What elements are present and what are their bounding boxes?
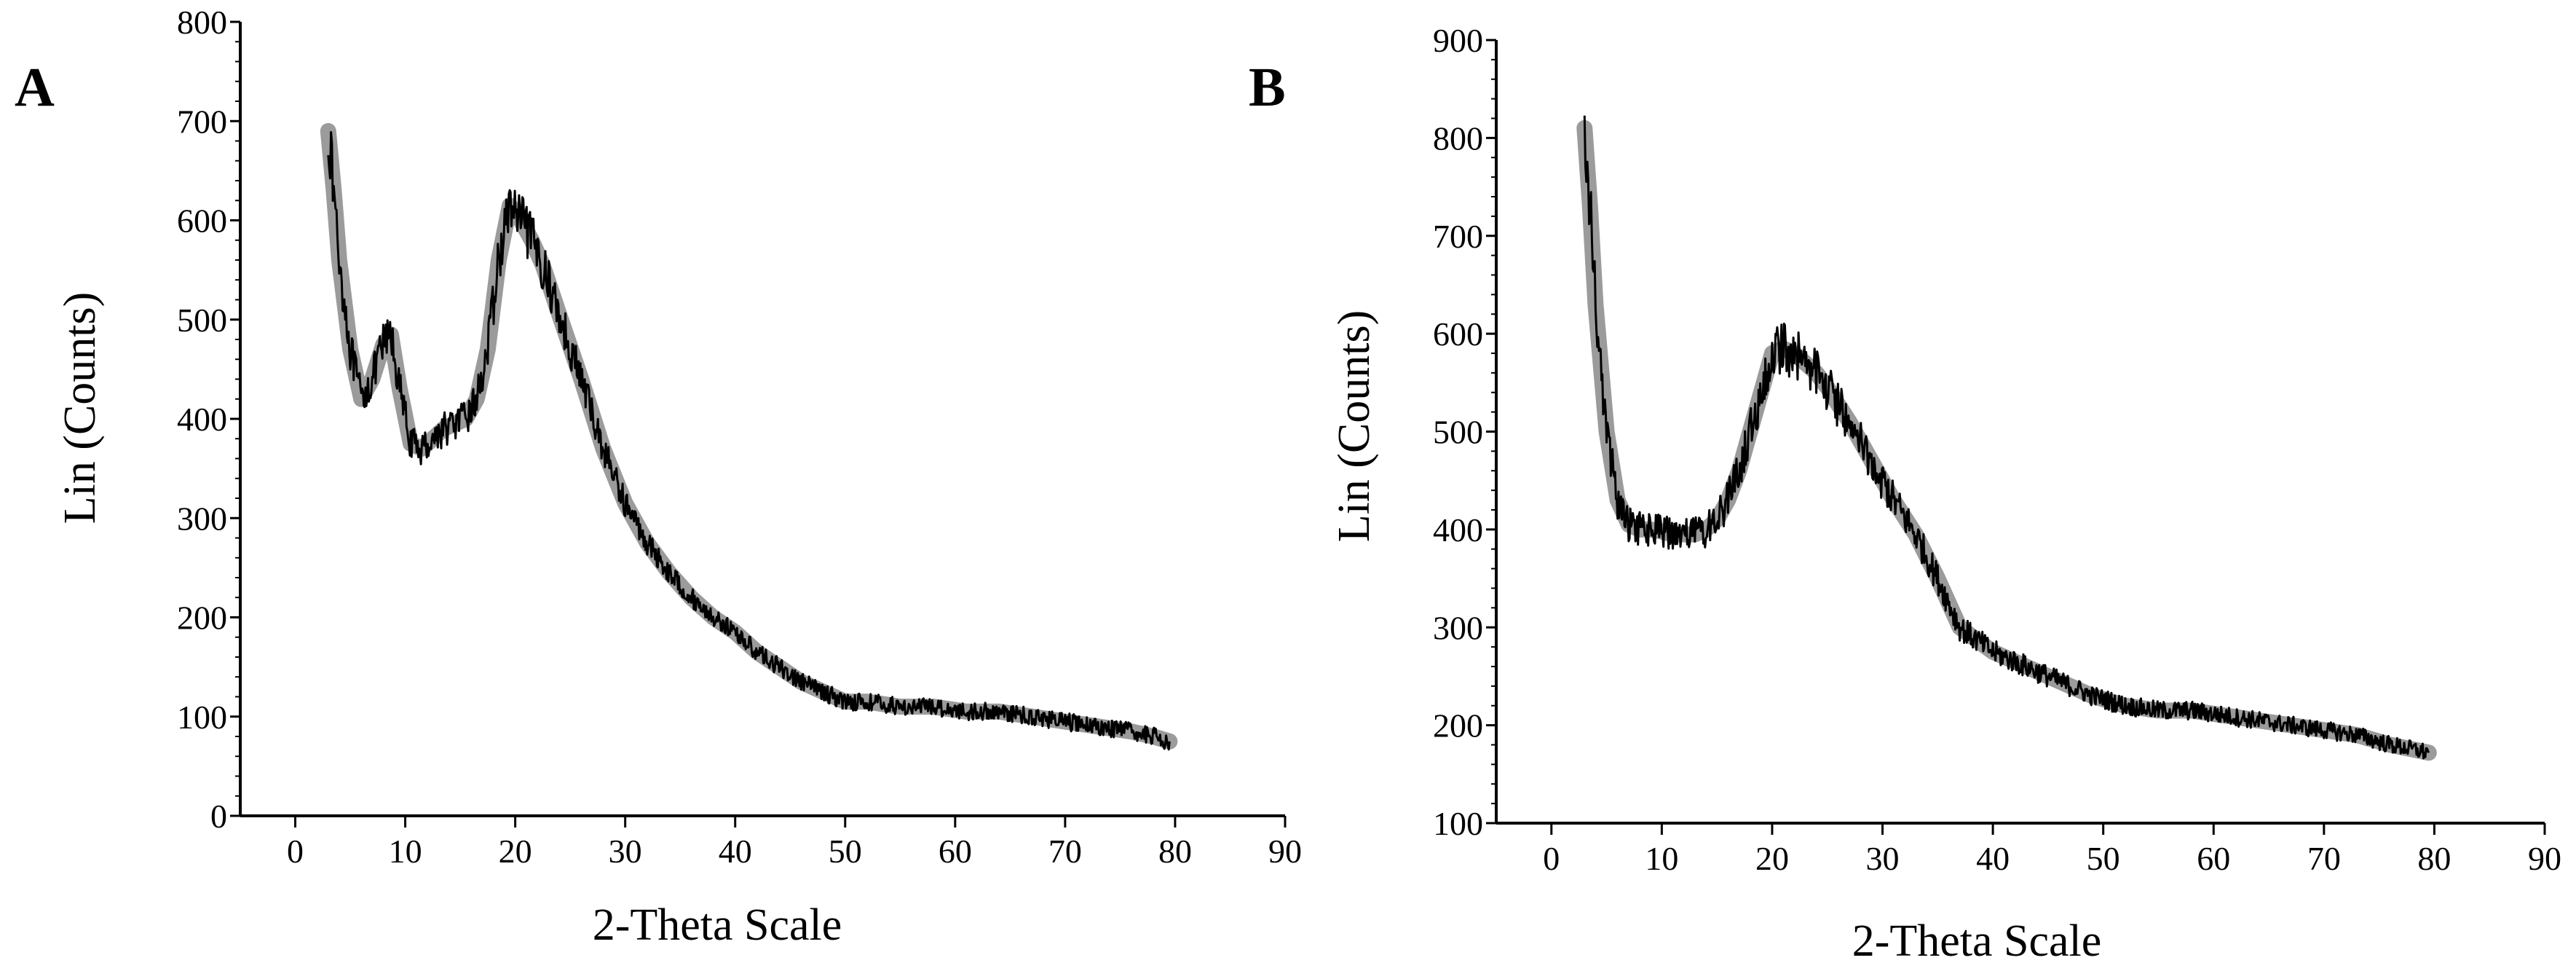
panel-label-a: A xyxy=(15,57,55,118)
chart-panel-a: A 0 100 200 300 400 500 600 700 800 0 10 20 30 40 50 6… xyxy=(15,4,1302,950)
y-axis-ticks-a: 0 100 200 300 400 500 600 700 800 xyxy=(177,4,240,835)
y-tick-label-a: 500 xyxy=(177,302,227,339)
x-tick-label-b: 50 xyxy=(2087,840,2120,877)
x-tick-label-a: 60 xyxy=(939,833,972,870)
x-tick-label-a: 90 xyxy=(1268,833,1302,870)
x-tick-label-b: 40 xyxy=(1976,840,2010,877)
x-tick-label-b: 60 xyxy=(2197,840,2230,877)
x-tick-label-b: 0 xyxy=(1543,840,1560,877)
x-tick-label-b: 10 xyxy=(1645,840,1678,877)
y-tick-label-a: 0 xyxy=(210,798,227,835)
y-tick-label-b: 100 xyxy=(1433,805,1483,842)
trace-b-line xyxy=(1583,115,2430,760)
x-axis-title-b: 2-Theta Scale xyxy=(1852,916,2102,966)
x-tick-label-a: 30 xyxy=(609,833,642,870)
x-tick-label-b: 90 xyxy=(2528,840,2561,877)
y-tick-label-a: 800 xyxy=(177,4,227,41)
panel-label-b: B xyxy=(1249,57,1286,118)
trace-b-group xyxy=(1576,115,2437,761)
y-axis-title-b: Lin (Counts) xyxy=(1330,310,1379,543)
x-tick-label-a: 40 xyxy=(719,833,752,870)
x-tick-label-a: 80 xyxy=(1158,833,1192,870)
y-tick-label-b: 900 xyxy=(1433,22,1483,59)
x-tick-label-a: 10 xyxy=(389,833,422,870)
x-axis-title-a: 2-Theta Scale xyxy=(593,900,842,950)
y-tick-label-a: 100 xyxy=(177,699,227,736)
y-tick-label-a: 300 xyxy=(177,500,227,537)
x-tick-label-b: 20 xyxy=(1755,840,1789,877)
x-tick-label-a: 70 xyxy=(1048,833,1082,870)
trace-a-line xyxy=(327,131,1171,751)
y-tick-label-b: 500 xyxy=(1433,414,1483,451)
y-tick-label-a: 700 xyxy=(177,103,227,140)
y-tick-label-b: 700 xyxy=(1433,218,1483,255)
x-tick-label-b: 70 xyxy=(2307,840,2341,877)
x-tick-label-a: 20 xyxy=(499,833,532,870)
x-axis-ticks-a: 0 10 20 30 40 50 60 70 80 90 xyxy=(287,816,1302,870)
x-tick-label-b: 30 xyxy=(1866,840,1900,877)
trace-a-group xyxy=(320,122,1178,751)
y-tick-label-a: 400 xyxy=(177,401,227,438)
y-tick-label-b: 300 xyxy=(1433,609,1483,646)
chart-panel-b: B 100 200 300 400 500 600 700 800 900 0 10 20 30 40 5… xyxy=(1249,22,2561,966)
y-axis-title-a: Lin (Counts) xyxy=(55,292,105,524)
y-tick-label-b: 800 xyxy=(1433,119,1483,157)
x-tick-label-a: 50 xyxy=(829,833,862,870)
y-axis-ticks-b: 100 200 300 400 500 600 700 800 900 xyxy=(1433,22,1496,842)
y-tick-label-b: 400 xyxy=(1433,511,1483,549)
y-tick-label-a: 600 xyxy=(177,203,227,240)
x-tick-label-a: 0 xyxy=(287,833,304,870)
x-axis-ticks-b: 0 10 20 30 40 50 60 70 80 90 xyxy=(1543,823,2561,877)
y-tick-label-b: 200 xyxy=(1433,707,1483,744)
y-tick-label-a: 200 xyxy=(177,599,227,637)
x-tick-label-b: 80 xyxy=(2417,840,2451,877)
y-tick-label-b: 600 xyxy=(1433,315,1483,353)
